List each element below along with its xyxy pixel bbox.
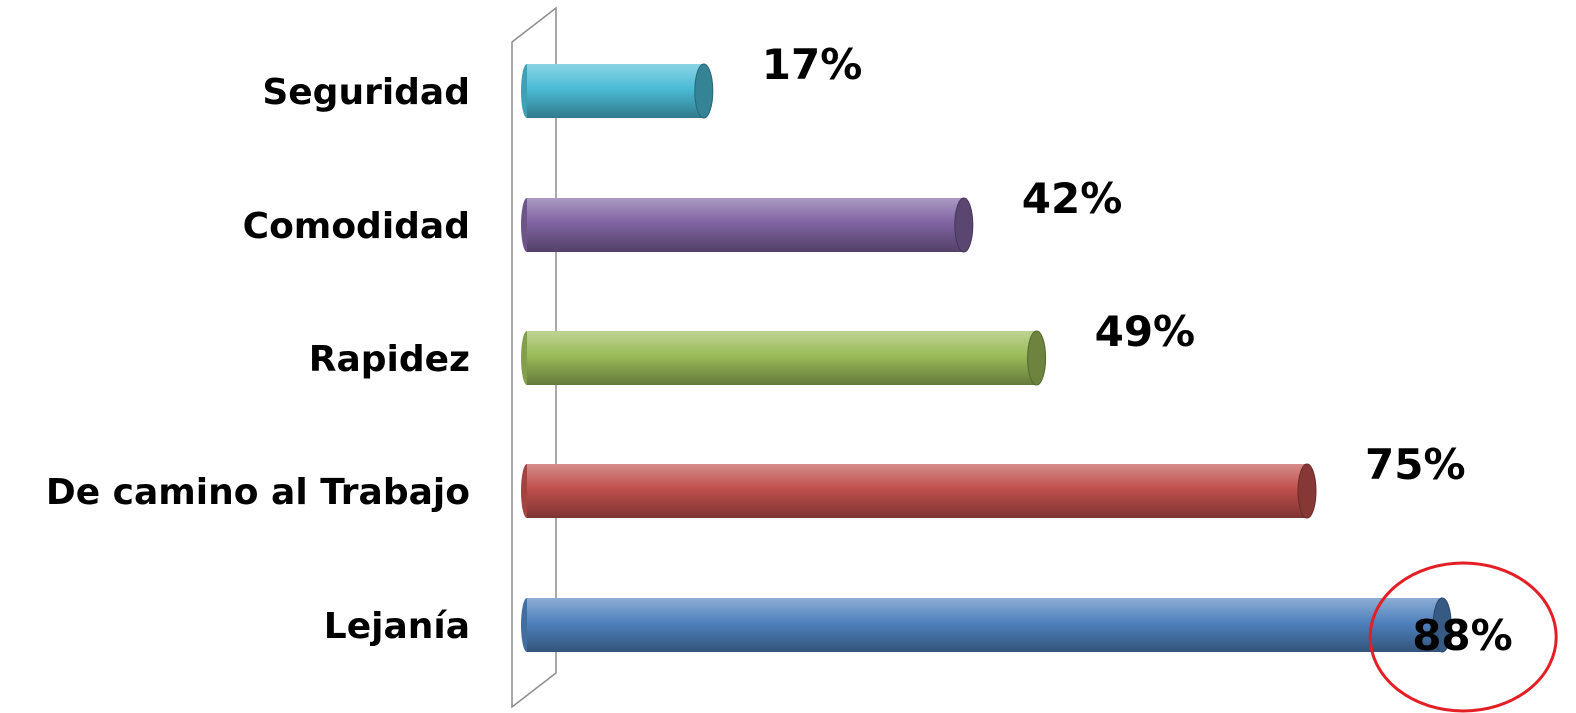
bar-seguridad <box>521 63 714 119</box>
bar-end-cap <box>1432 597 1452 653</box>
category-label-de-camino-al-trabajo: De camino al Trabajo <box>46 472 470 513</box>
axis-wall <box>511 6 557 709</box>
bar-end-cap <box>954 197 974 253</box>
value-label-de-camino-al-trabajo: 75% <box>1365 440 1466 489</box>
bar-end-cap <box>694 63 714 119</box>
category-label-rapidez: Rapidez <box>309 339 470 380</box>
bars <box>521 63 1452 653</box>
bar-end-cap <box>1027 330 1047 386</box>
value-label-rapidez: 49% <box>1095 307 1196 356</box>
value-label-lejania: 88% <box>1412 611 1513 660</box>
highlight-circle <box>1368 561 1558 713</box>
category-label-lejania: Lejanía <box>324 606 470 647</box>
bar-body <box>527 331 1037 385</box>
bar-comodidad <box>521 197 974 253</box>
value-label-comodidad: 42% <box>1022 174 1123 223</box>
axis-wall-outline <box>511 6 557 709</box>
bar-end-cap <box>1297 463 1317 519</box>
bar-body <box>527 64 704 118</box>
bar-rapidez <box>521 330 1047 386</box>
bar-body <box>527 198 964 252</box>
category-label-seguridad: Seguridad <box>262 72 470 113</box>
bar-body <box>527 598 1443 652</box>
annotations <box>1368 561 1558 713</box>
bar-body <box>527 464 1307 518</box>
category-label-comodidad: Comodidad <box>243 206 470 247</box>
bar-de-camino-al-trabajo <box>521 463 1317 519</box>
value-label-seguridad: 17% <box>762 40 863 89</box>
labels: Seguridad 17% Comodidad 42% Rapidez 49% De cam… <box>46 40 1513 660</box>
bar-lejania <box>521 597 1452 653</box>
